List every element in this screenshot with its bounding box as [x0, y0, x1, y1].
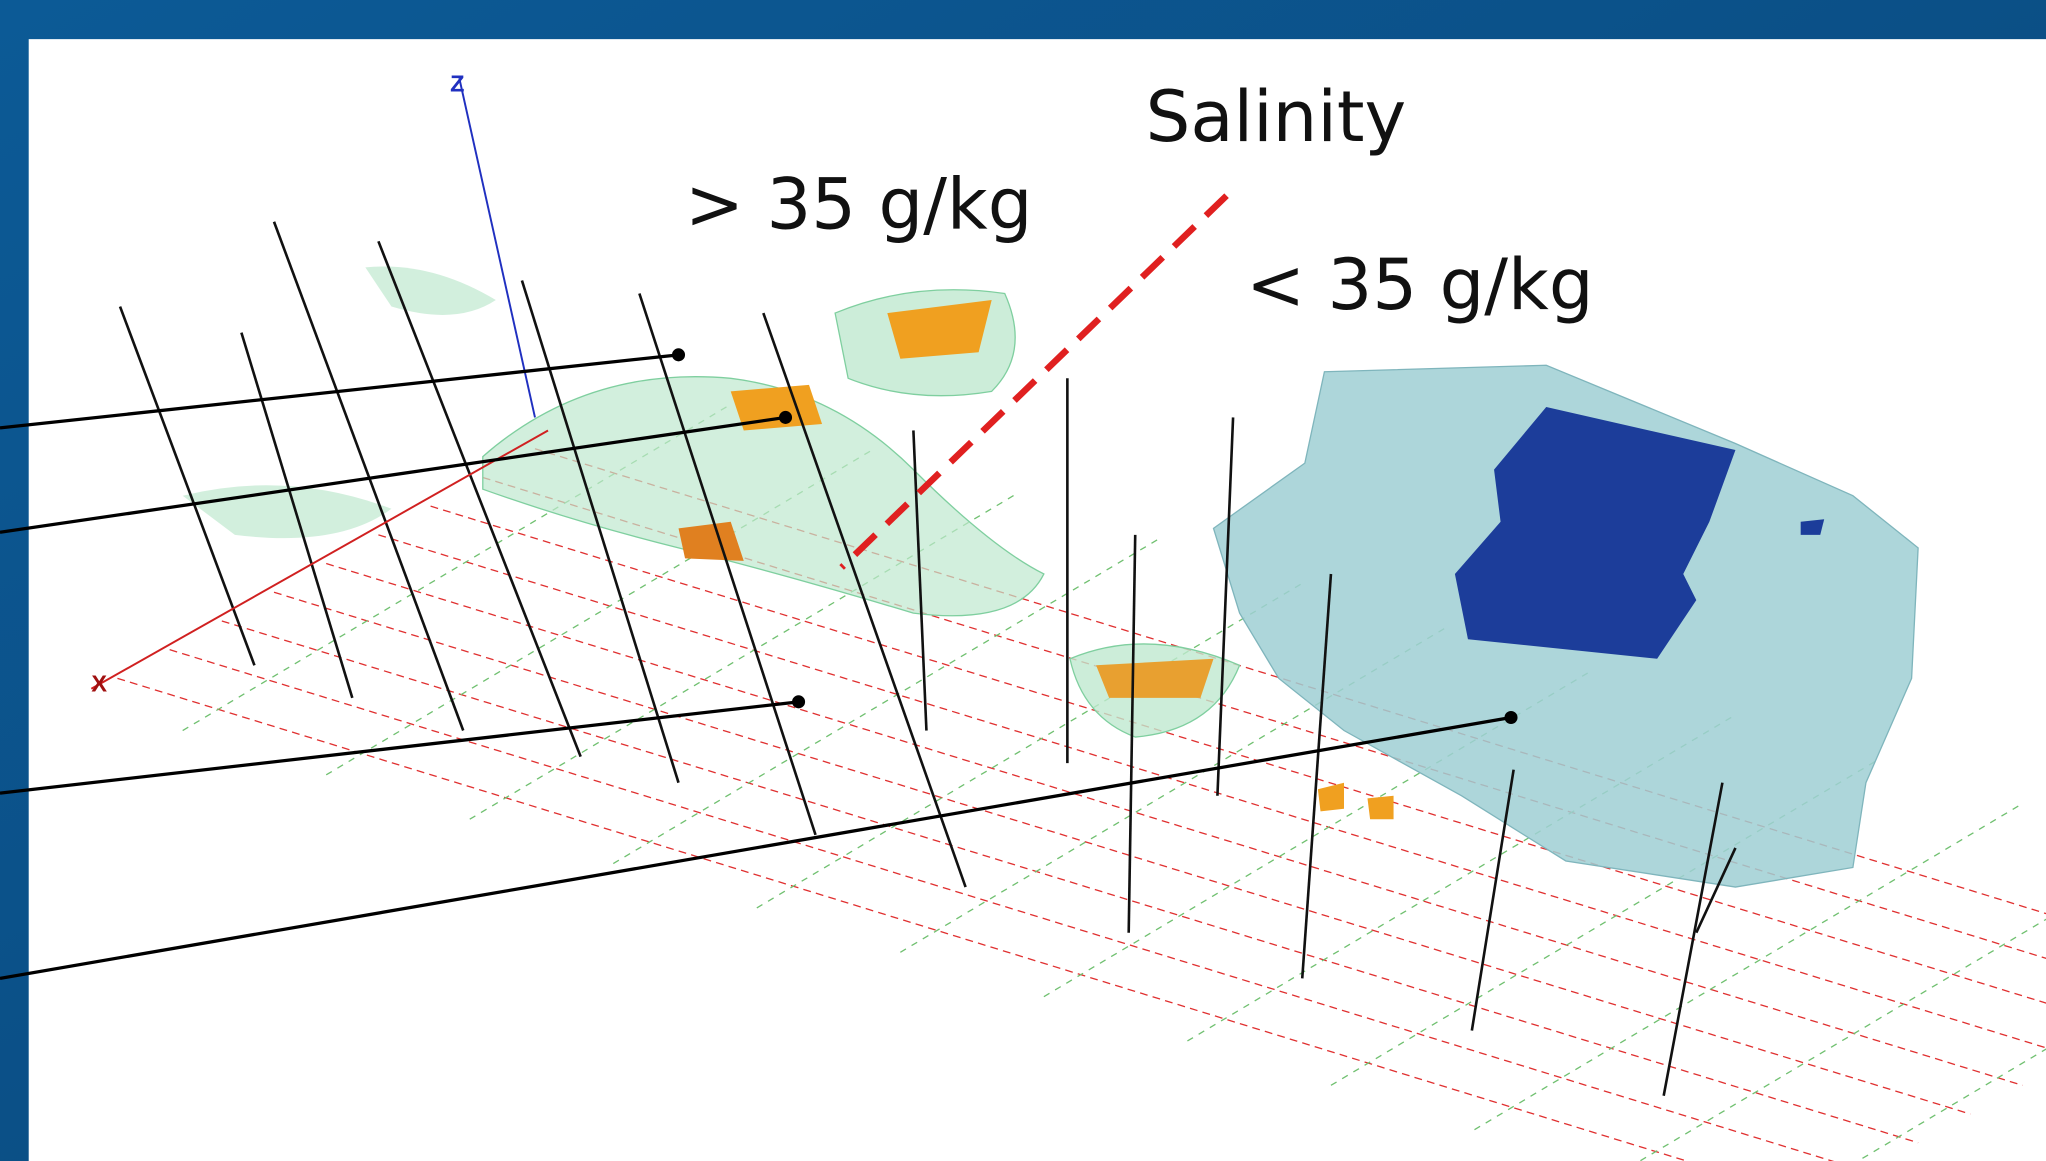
well — [1470, 769, 1515, 1031]
grid-line — [900, 625, 1449, 953]
grid-line — [1638, 918, 2046, 1161]
leader-line — [0, 415, 786, 534]
fresh-core — [1454, 407, 1736, 659]
leader-dot — [671, 348, 686, 362]
grid-line — [1187, 714, 1736, 1042]
grid-line — [326, 562, 2023, 1086]
grid-line — [182, 403, 732, 732]
well — [1127, 534, 1137, 933]
well — [912, 430, 928, 731]
grid-line — [169, 649, 1835, 1161]
x-axis — [90, 429, 549, 690]
grid-line — [221, 620, 1919, 1144]
grid-line — [117, 677, 1689, 1161]
grid-line — [273, 591, 1971, 1115]
axes: X Z — [90, 70, 549, 696]
grid-line — [469, 492, 1019, 820]
wells — [118, 221, 1737, 1097]
callouts — [0, 348, 1518, 980]
grid-line — [430, 505, 2046, 1004]
leader-line — [0, 353, 679, 430]
leader-line — [0, 700, 799, 795]
saline-zone — [1317, 782, 1344, 812]
grid-line — [1474, 803, 2023, 1131]
grid-line — [1043, 669, 1593, 998]
leader-dot — [792, 695, 806, 709]
well — [1216, 417, 1235, 796]
saline-zone — [730, 384, 823, 431]
well — [1662, 782, 1724, 1097]
leader-line — [0, 715, 1512, 980]
grid-line — [1330, 758, 1880, 1086]
grid-line — [756, 581, 1306, 909]
axis-label: X — [91, 670, 107, 696]
grid-line — [325, 448, 875, 776]
saline-zone — [678, 521, 744, 561]
well — [1695, 847, 1737, 934]
grid-line — [612, 536, 1162, 865]
leader-dot — [778, 410, 793, 424]
well — [272, 221, 465, 731]
well — [240, 332, 354, 699]
well — [638, 293, 817, 836]
z-axis — [458, 78, 536, 418]
fresh-zone — [482, 376, 1045, 617]
fresh-core — [1800, 519, 1825, 535]
grid-line — [482, 476, 2046, 959]
low-label: < 35 g/kg — [1246, 244, 1593, 326]
grid-line — [1856, 1048, 2046, 1161]
fresh-zone — [365, 266, 496, 315]
ground-grid — [117, 403, 2046, 1161]
saline-zone — [1096, 658, 1214, 698]
salinity-divider — [839, 193, 1229, 570]
well — [1300, 573, 1333, 979]
salinity-title: Salinity — [1146, 76, 1407, 158]
well — [520, 280, 680, 784]
well — [762, 312, 967, 888]
high-label: > 35 g/kg — [685, 163, 1032, 245]
leader-dot — [1504, 710, 1518, 724]
well — [118, 306, 256, 666]
saline-zone — [887, 300, 992, 359]
saline-zone — [1367, 795, 1394, 820]
grid-line — [378, 534, 2046, 1049]
well — [377, 240, 582, 758]
axis-label: Z — [450, 70, 464, 96]
fresh-body — [1212, 364, 1919, 888]
